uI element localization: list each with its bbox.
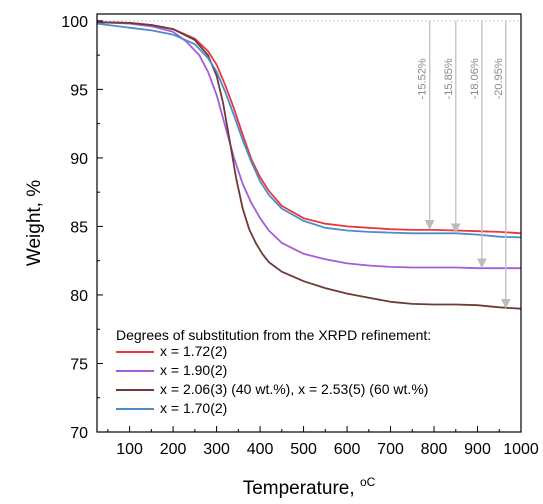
annotation-label-3: -18.06% [469,58,481,99]
series-line-1 [96,21,522,235]
y-tick-label: 95 [70,82,88,99]
y-tick-label: 75 [70,356,88,373]
series-line-4 [96,22,522,239]
x-tick-label: 600 [334,441,361,458]
x-tick-label: 400 [247,441,274,458]
annotation-label-2: -15.85% [443,58,455,99]
y-axis-label: Weight, % [24,180,45,266]
series-line-3 [96,21,522,310]
series-line-2 [96,21,521,270]
legend-label-2: x = 1.90(2) [160,362,227,378]
annotation-label-4: -20.95% [493,58,505,99]
x-tick-label: 200 [160,441,187,458]
legend: Degrees of substitution from the XRPD re… [116,327,431,416]
x-tick-label: 800 [421,441,448,458]
y-tick-label: 100 [61,14,88,31]
x-tick-label: 500 [290,441,317,458]
plot-content: -15.52% -15.85% -18.06% -20.95% [96,20,522,310]
legend-label-1: x = 1.72(2) [160,343,227,359]
x-tick-label: 1000 [503,441,539,458]
y-tick-label: 85 [70,219,88,236]
legend-label-4: x = 1.70(2) [160,400,227,416]
x-axis-label-unit: oC [360,475,376,489]
y-tick-label: 90 [70,151,88,168]
x-tick-label: 100 [116,441,143,458]
x-axis-label-text: Temperature, [243,478,360,499]
x-tick-label: 700 [377,441,404,458]
annotation-label-1: -15.52% [417,58,429,99]
x-tick-label: 900 [464,441,491,458]
x-tick-label: 300 [203,441,230,458]
y-tick-label: 80 [70,288,88,305]
y-tick-label: 70 [70,425,88,442]
plot-frame [96,13,522,433]
x-axis-label: Temperature, oC [243,475,376,499]
legend-title: Degrees of substitution from the XRPD re… [116,327,431,343]
legend-label-3: x = 2.06(3) (40 wt.%), x = 2.53(5) (60 w… [160,381,428,397]
axis-ticks: 100 200 300 400 500 600 700 800 900 1000 70 75 80 85 9… [61,14,539,458]
